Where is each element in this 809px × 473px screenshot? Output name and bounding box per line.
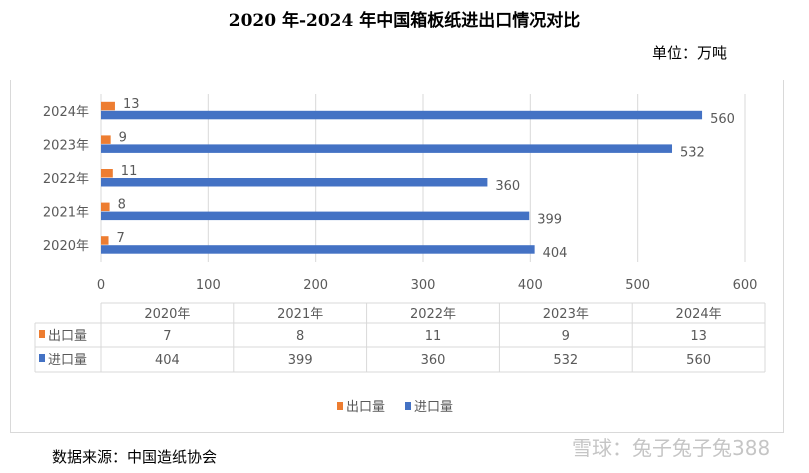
- y-tick-label: 2023年: [43, 138, 89, 153]
- bar-export: [101, 101, 115, 111]
- x-tick-label: 300: [411, 278, 436, 293]
- table-row-label: 出口量: [48, 329, 87, 344]
- bar-export: [101, 135, 111, 144]
- table-cell: 13: [690, 329, 707, 344]
- bar-import: [101, 110, 703, 120]
- data-label: 404: [543, 246, 568, 261]
- table-header: 2023年: [543, 307, 589, 322]
- bar-export: [101, 202, 110, 212]
- y-tick-label: 2024年: [43, 105, 89, 120]
- x-tick-label: 100: [196, 278, 221, 293]
- x-tick-label: 600: [733, 278, 758, 293]
- data-label: 8: [118, 198, 126, 213]
- table-cell: 560: [686, 353, 711, 368]
- table-header: 2024年: [676, 307, 722, 322]
- chart-frame: [10, 80, 784, 433]
- data-label: 560: [710, 112, 735, 127]
- watermark: 雪球：兔子兔子兔388: [572, 436, 771, 460]
- bar-import: [101, 144, 673, 153]
- legend-key-import: [39, 354, 45, 362]
- source-note: 数据来源：中国造纸协会: [52, 448, 218, 466]
- legend-label: 进口量: [414, 400, 453, 415]
- x-tick-label: 500: [625, 278, 650, 293]
- chart-title: 2020 年-2024 年中国箱板纸进出口情况对比: [228, 11, 581, 31]
- legend-key-export: [39, 330, 45, 338]
- data-label: 532: [680, 145, 705, 160]
- data-label: 13: [123, 97, 140, 112]
- table-cell: 7: [163, 329, 171, 344]
- table-cell: 11: [425, 329, 442, 344]
- legend-marker-export: [337, 402, 343, 410]
- data-label: 7: [117, 231, 125, 246]
- bar-import: [101, 178, 488, 187]
- y-tick-label: 2021年: [43, 206, 89, 221]
- table-cell: 8: [296, 329, 304, 344]
- data-label: 11: [121, 164, 138, 179]
- bar-import: [101, 211, 530, 221]
- table-row-label: 进口量: [48, 353, 87, 368]
- unit-label: 单位：万吨: [652, 44, 728, 62]
- table-header: 2022年: [410, 307, 456, 322]
- bar-export: [101, 236, 109, 245]
- table-cell: 532: [553, 353, 578, 368]
- data-label: 399: [537, 213, 562, 228]
- table-header: 2021年: [277, 307, 323, 322]
- data-label: 360: [495, 179, 520, 194]
- table-cell: 404: [155, 353, 180, 368]
- x-tick-label: 400: [518, 278, 543, 293]
- table-cell: 9: [562, 329, 570, 344]
- x-tick-label: 200: [303, 278, 328, 293]
- legend-label: 出口量: [346, 400, 385, 415]
- bar-import: [101, 245, 535, 254]
- bar-export: [101, 169, 113, 178]
- table-cell: 360: [421, 353, 446, 368]
- y-tick-label: 2020年: [43, 239, 89, 254]
- legend-marker-import: [405, 402, 411, 410]
- table-header: 2020年: [144, 307, 190, 322]
- y-tick-label: 2022年: [43, 172, 89, 187]
- table-cell: 399: [288, 353, 313, 368]
- x-tick-label: 0: [97, 278, 105, 293]
- data-label: 9: [119, 130, 127, 145]
